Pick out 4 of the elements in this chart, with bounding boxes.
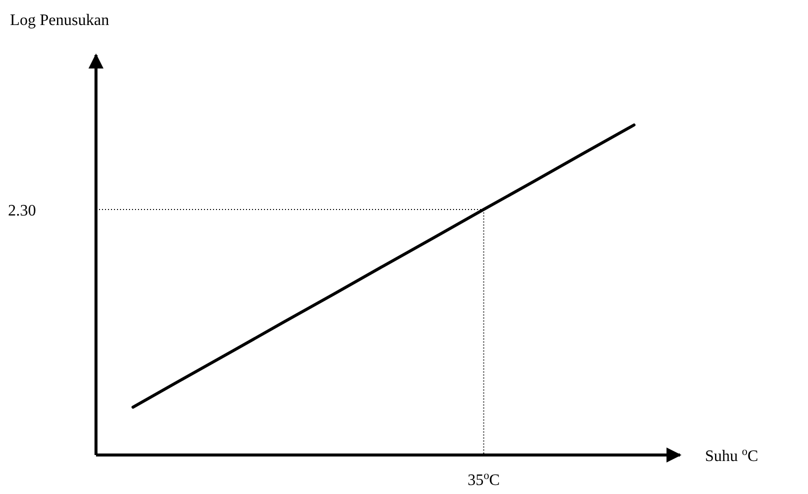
x-axis-title: Suhu $^{o}$C: [705, 446, 758, 465]
text: Log Penusukan: [10, 12, 110, 29]
text: 35$^{o}$C: [468, 470, 500, 489]
text: 2.30: [8, 202, 36, 220]
